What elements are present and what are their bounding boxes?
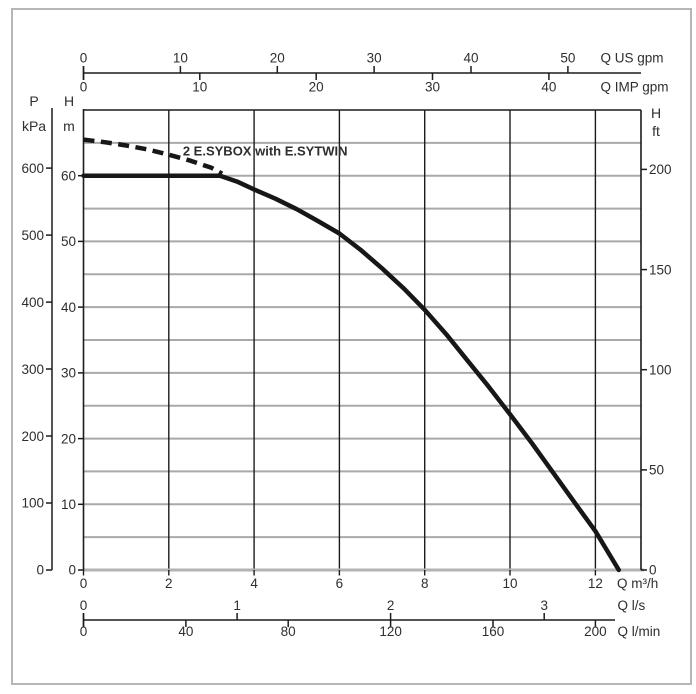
- axis-label-q-lmin: Q l/min: [618, 624, 661, 639]
- tick-label: 10: [61, 497, 76, 512]
- tick-label: 600: [21, 161, 44, 176]
- tick-label: 400: [21, 295, 44, 310]
- tick-label: 200: [584, 624, 607, 639]
- tick-label: 40: [178, 624, 193, 639]
- axis-label-q-imp-gpm: Q IMP gpm: [601, 80, 669, 95]
- tick-label: 0: [80, 80, 88, 95]
- tick-label: 0: [649, 563, 657, 578]
- tick-label: 300: [21, 362, 44, 377]
- axis-header-m: m: [63, 118, 75, 134]
- tick-label: 0: [68, 563, 76, 578]
- tick-label: 10: [173, 51, 188, 66]
- tick-label: 30: [425, 80, 440, 95]
- tick-label: 100: [21, 496, 44, 511]
- tick-label: 3: [540, 598, 548, 613]
- tick-label: 120: [379, 624, 402, 639]
- tick-label: 40: [463, 51, 478, 66]
- tick-label: 30: [61, 366, 76, 381]
- tick-label: 200: [21, 429, 44, 444]
- tick-label: 50: [61, 234, 76, 249]
- tick-label: 2: [165, 576, 173, 591]
- tick-label: 0: [80, 624, 88, 639]
- tick-label: 1: [233, 598, 241, 613]
- tick-label: 10: [192, 80, 207, 95]
- tick-label: 40: [61, 300, 76, 315]
- tick-label: 160: [482, 624, 505, 639]
- tick-label: 20: [61, 431, 76, 446]
- tick-label: 60: [61, 168, 76, 183]
- axis-header-h-left: H: [64, 93, 74, 109]
- axis-label-q-us-gpm: Q US gpm: [601, 51, 664, 66]
- pump-curve-solid: [81, 173, 622, 573]
- tick-label: 20: [270, 51, 285, 66]
- axis-header-kpa: kPa: [22, 118, 46, 134]
- tick-label: 100: [649, 362, 672, 377]
- axis-header-p: P: [29, 93, 38, 109]
- tick-label: 0: [80, 576, 88, 591]
- tick-label: 80: [281, 624, 296, 639]
- tick-label: 50: [560, 51, 575, 66]
- tick-label: 0: [80, 598, 88, 613]
- tick-label: 4: [250, 576, 258, 591]
- tick-label: 40: [541, 80, 556, 95]
- pump-curve-dashed: [83, 137, 224, 176]
- tick-label: 2: [387, 598, 395, 613]
- tick-label: 150: [649, 262, 672, 277]
- tick-label: 50: [649, 463, 664, 478]
- tick-label: 20: [309, 80, 324, 95]
- tick-label: 10: [502, 576, 517, 591]
- tick-label: 0: [36, 563, 44, 578]
- tick-label: 12: [588, 576, 603, 591]
- axis-label-q-m3h: Q m³/h: [617, 576, 658, 591]
- axis-label-q-ls: Q l/s: [618, 598, 646, 613]
- tick-label: 8: [421, 576, 429, 591]
- tick-label: 500: [21, 228, 44, 243]
- tick-label: 200: [649, 162, 672, 177]
- tick-label: 0: [80, 51, 88, 66]
- figure-border: [11, 8, 692, 685]
- axis-header-h-right: H: [651, 105, 661, 121]
- axis-header-ft: ft: [652, 123, 660, 139]
- tick-label: 6: [336, 576, 344, 591]
- curve-annotation: 2 E.SYBOX with E.SYTWIN: [183, 143, 348, 158]
- tick-label: 30: [367, 51, 382, 66]
